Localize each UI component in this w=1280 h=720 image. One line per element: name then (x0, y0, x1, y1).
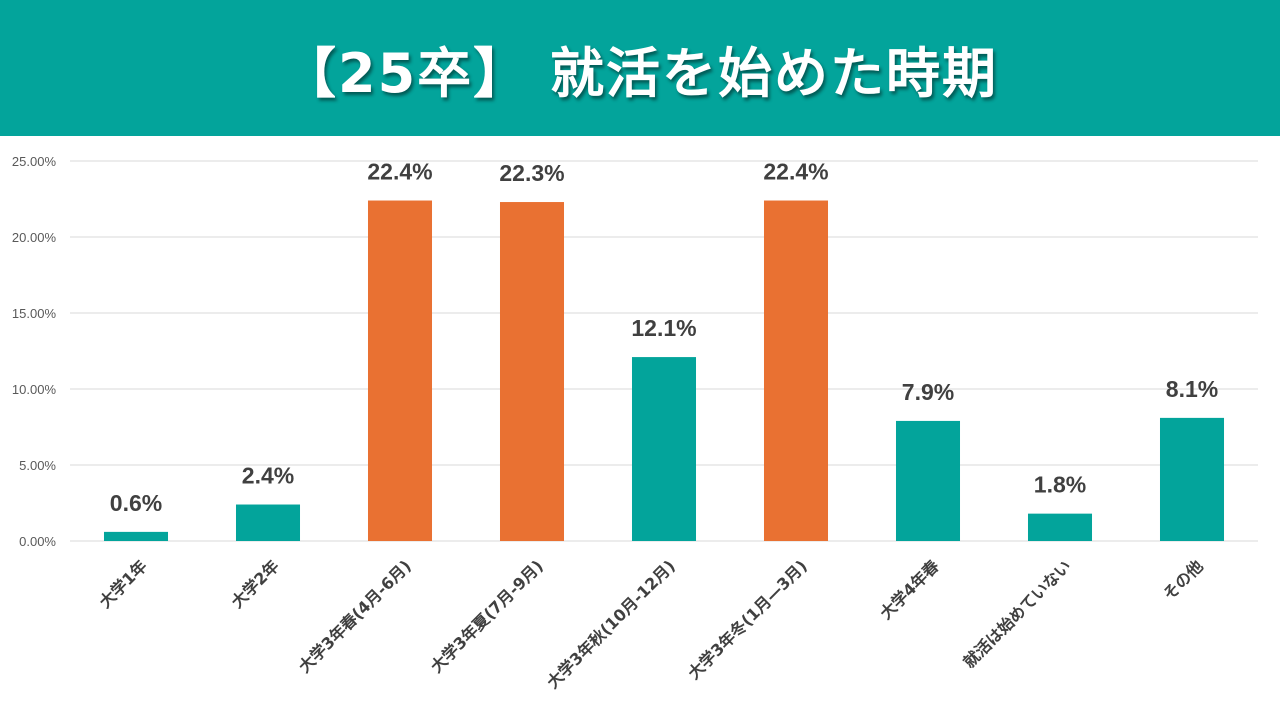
y-tick-label: 25.00% (12, 154, 57, 169)
x-tick-label: 大学1年 (96, 556, 151, 611)
x-tick-label: 就活は始めていない (960, 556, 1075, 671)
bar (895, 420, 961, 541)
data-label: 22.4% (763, 159, 828, 185)
y-tick-label: 15.00% (12, 306, 57, 321)
x-tick-label: 大学3年冬(1月—3月) (684, 556, 811, 683)
x-axis-labels: 大学1年 大学2年 大学3年春(4月-6月) 大学3年夏(7月-9月)大学3年秋(10… (96, 556, 1207, 692)
y-axis-ticks: 0.00% 5.00% 10.00% 15.00% 20.00% 25.00% (12, 154, 57, 549)
x-tick-label: 大学3年夏(7月-9月) (427, 556, 547, 676)
data-label: 22.4% (367, 159, 432, 185)
bars (103, 200, 1225, 542)
data-label: 8.1% (1166, 376, 1218, 402)
chart-title: 【25卒】 就活を始めた時期 (282, 41, 998, 105)
data-label: 1.8% (1034, 472, 1086, 498)
bar (763, 200, 829, 541)
bar (103, 531, 169, 541)
y-tick-label: 20.00% (12, 230, 57, 245)
x-tick-label: その他 (1159, 556, 1206, 603)
bar (367, 200, 433, 541)
title-banner (0, 0, 1280, 136)
bar (1159, 417, 1225, 541)
data-label: 7.9% (902, 379, 954, 405)
bar (1027, 513, 1093, 541)
x-tick-label: 大学3年春(4月-6月) (295, 556, 415, 676)
x-tick-label: 大学3年秋(10月-12月) (543, 556, 679, 692)
y-tick-label: 0.00% (19, 534, 56, 549)
data-label: 12.1% (631, 315, 696, 341)
data-label: 22.3% (499, 160, 564, 186)
data-label: 0.6% (110, 490, 162, 516)
y-tick-label: 5.00% (19, 458, 56, 473)
x-tick-label: 大学2年 (228, 556, 283, 611)
y-tick-label: 10.00% (12, 382, 57, 397)
x-tick-label: 大学4年春 (876, 556, 943, 623)
bar (631, 357, 697, 541)
bar (235, 504, 301, 541)
data-labels: 0.6% 2.4% 22.4% 22.3% 12.1% 22.4% 7.9% 1.8% 8.1% (110, 159, 1218, 516)
bar (499, 202, 565, 542)
data-label: 2.4% (242, 463, 294, 489)
